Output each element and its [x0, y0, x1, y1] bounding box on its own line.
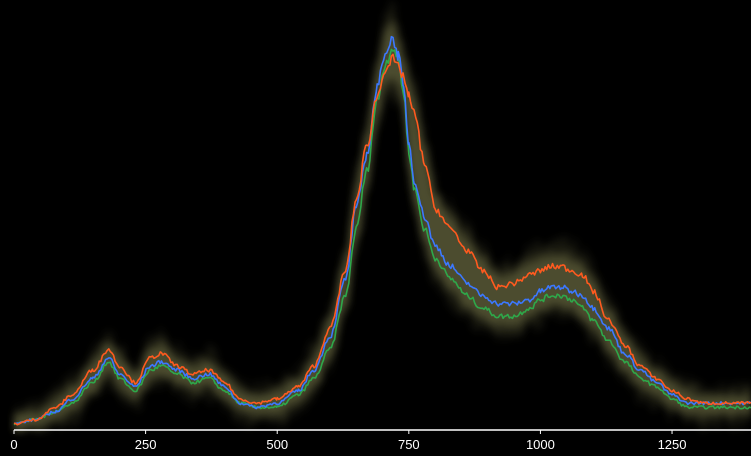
x-tick-label-1000: 1000 — [526, 437, 555, 452]
uncertainty-bands — [14, 0, 751, 433]
uncertainty-band-3 — [14, 20, 751, 433]
x-axis: 0 250 500 750 1000 1250 — [10, 429, 751, 452]
x-tick-label-500: 500 — [266, 437, 288, 452]
x-tick-label-250: 250 — [135, 437, 157, 452]
series-line-2 — [13, 35, 751, 425]
series-line-1 — [13, 53, 751, 426]
x-tick-label-750: 750 — [398, 437, 420, 452]
x-tick-label-1250: 1250 — [658, 437, 687, 452]
series-line-3 — [13, 48, 751, 426]
series-lines — [13, 35, 751, 426]
x-tick-label-0: 0 — [10, 437, 17, 452]
